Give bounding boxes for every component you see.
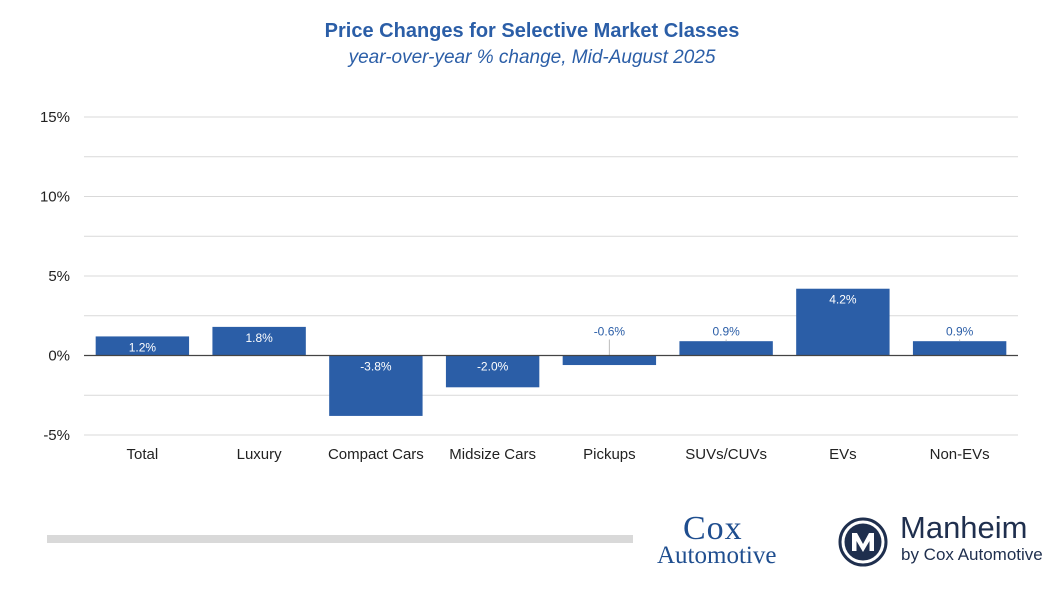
- footer-divider-bar: [47, 535, 633, 543]
- data-label: -3.8%: [360, 360, 392, 374]
- bar: [679, 341, 773, 356]
- x-category-label: Luxury: [237, 446, 283, 463]
- data-label: -0.6%: [594, 325, 626, 339]
- bar: [796, 288, 890, 356]
- x-category-label: Midsize Cars: [449, 446, 536, 463]
- manheim-logo-tagline: by Cox Automotive: [901, 545, 1043, 564]
- bar: [212, 326, 306, 356]
- cox-automotive-logo: Cox Automotive: [655, 512, 820, 572]
- manheim-m-icon: [838, 517, 888, 567]
- bar: [562, 355, 657, 366]
- y-tick-label: 10%: [40, 189, 70, 206]
- y-tick-label: -5%: [43, 427, 70, 444]
- data-label: 1.8%: [245, 331, 273, 345]
- x-category-label: SUVs/CUVs: [685, 446, 767, 463]
- x-category-label: Non-EVs: [930, 446, 990, 463]
- bar: [95, 336, 190, 356]
- data-label: 0.9%: [712, 325, 740, 339]
- x-category-label: Total: [127, 446, 159, 463]
- bar: [912, 341, 1007, 356]
- x-category-label: EVs: [829, 446, 857, 463]
- data-label: 1.2%: [129, 340, 157, 354]
- data-label: -2.0%: [477, 360, 509, 374]
- cox-logo-line2: Automotive: [657, 542, 777, 569]
- y-tick-label: 15%: [40, 109, 70, 126]
- manheim-logo-name: Manheim: [900, 510, 1028, 545]
- data-label: 4.2%: [829, 293, 857, 307]
- x-category-label: Compact Cars: [328, 446, 424, 463]
- bar: [329, 355, 423, 416]
- data-label: 0.9%: [946, 325, 974, 339]
- bar-chart: 15% 10% 5% 0% -5% Total 1.2% Luxury 1.8% Compact …: [40, 109, 1018, 463]
- cox-logo-line1: Cox: [683, 510, 743, 547]
- x-category-label: Pickups: [583, 446, 636, 463]
- bar: [445, 355, 540, 388]
- chart-title: Price Changes for Selective Market Class…: [324, 20, 740, 42]
- y-tick-label: 5%: [48, 268, 70, 285]
- y-tick-label: 0%: [48, 348, 70, 365]
- chart-subtitle: year-over-year % change, Mid-August 2025: [348, 47, 716, 68]
